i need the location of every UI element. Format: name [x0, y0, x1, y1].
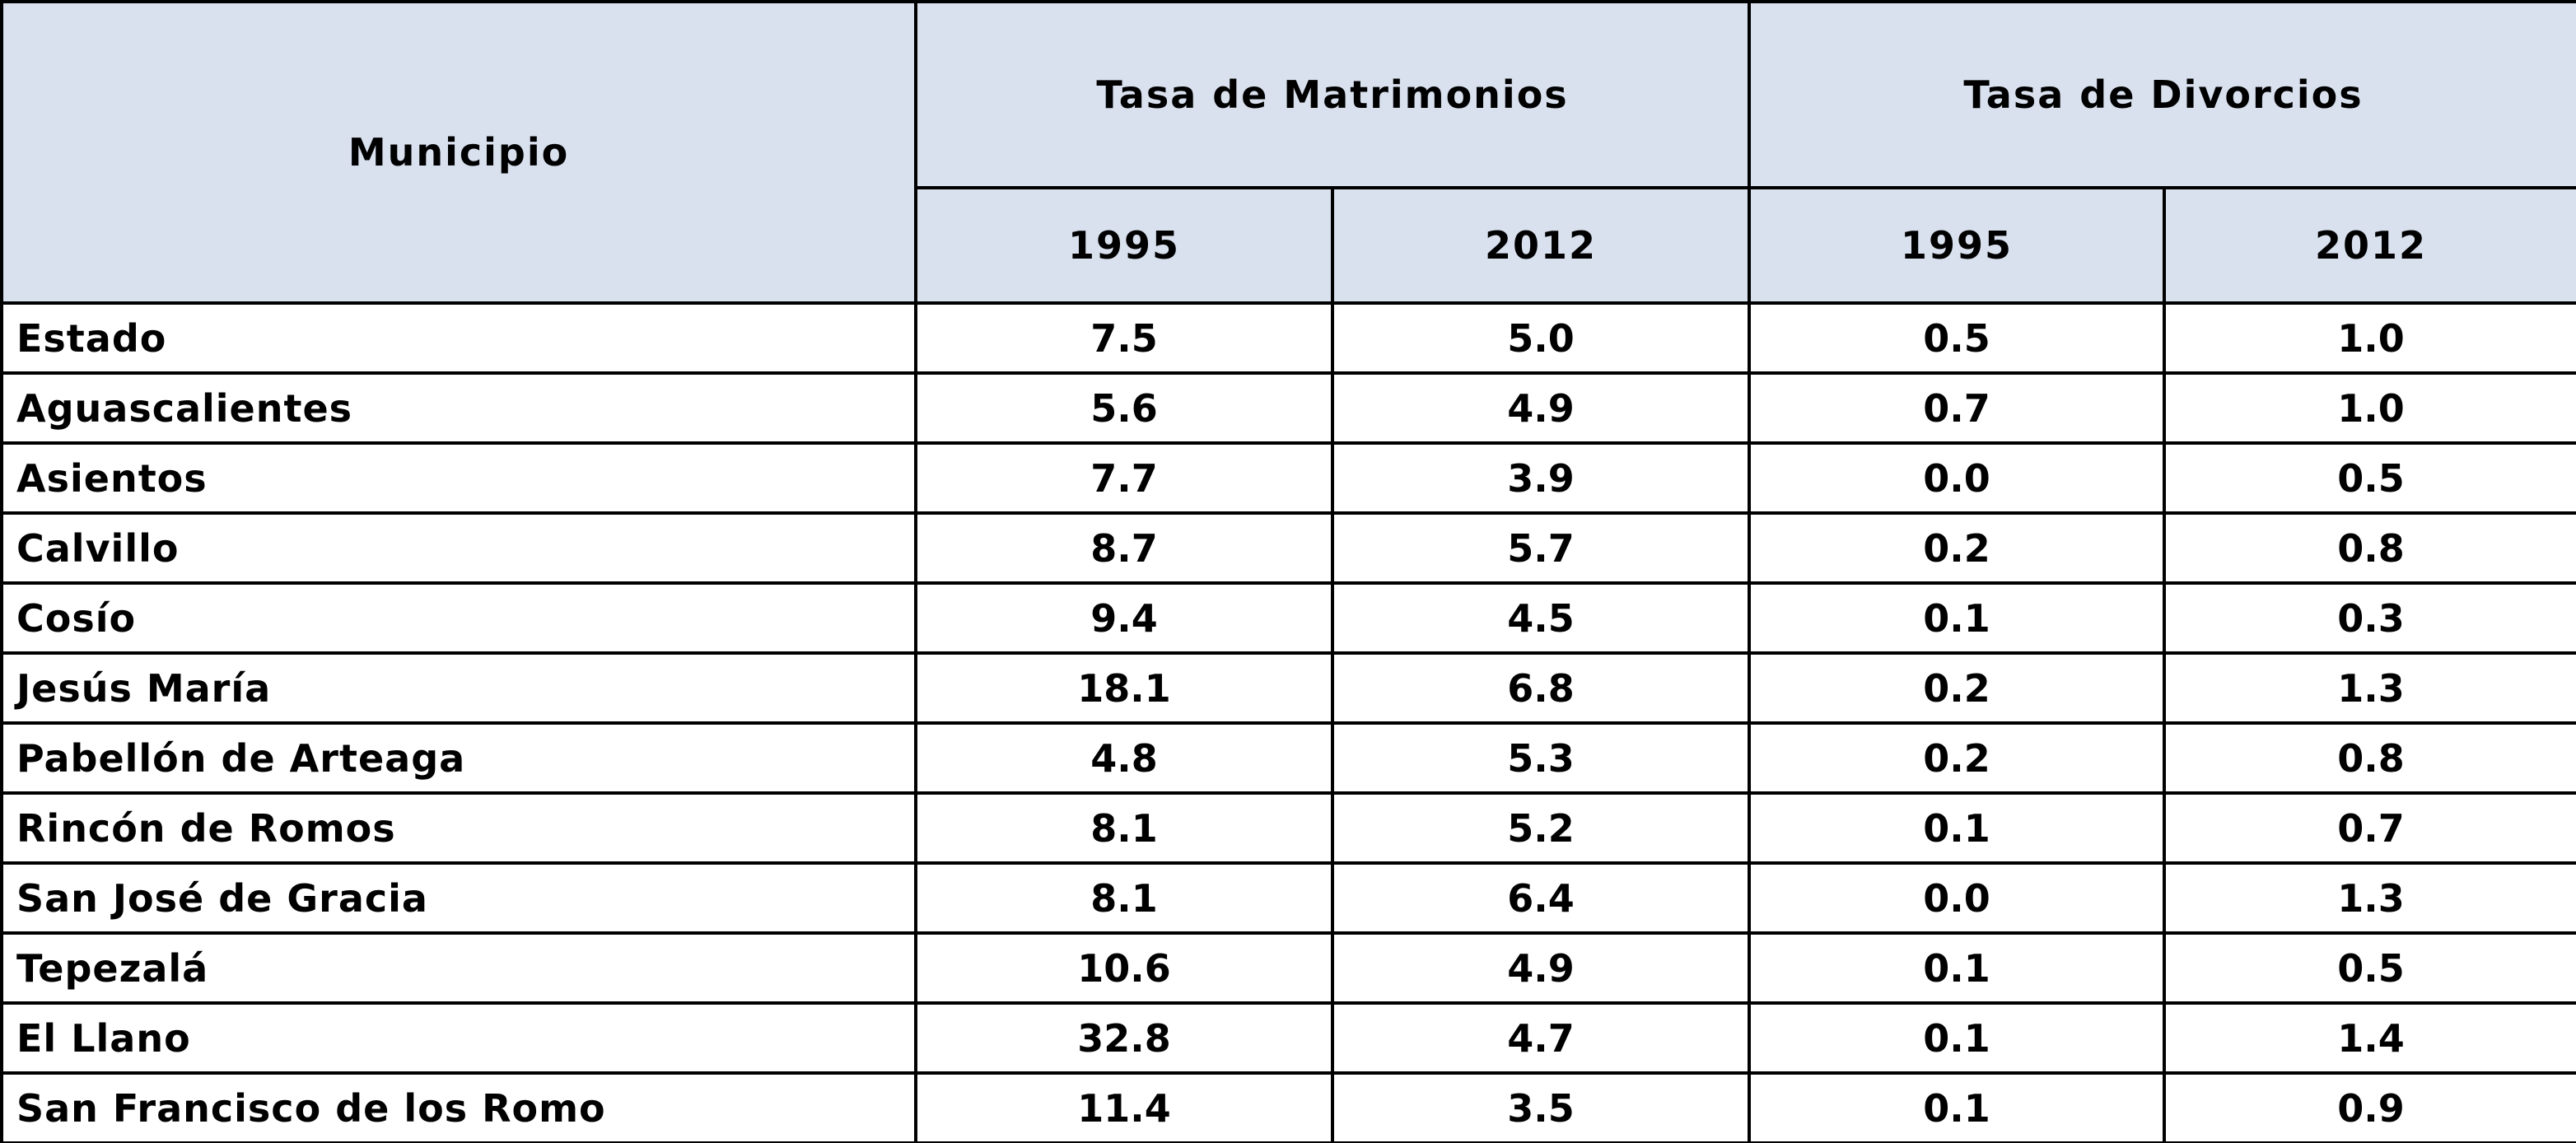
municipio-cell: Cosío	[0, 581, 917, 655]
value-cell: 4.5	[1330, 581, 1752, 655]
value-cell: 1.4	[2163, 1001, 2576, 1075]
value-cell: 4.9	[1330, 931, 1752, 1005]
value-cell: 0.2	[1748, 651, 2167, 725]
value-cell: 0.1	[1748, 791, 2167, 865]
municipio-cell: Rincón de Romos	[0, 791, 917, 865]
table-row: El Llano 32.8 4.7 0.1 1.4	[0, 1001, 2576, 1075]
value-cell: 0.1	[1748, 581, 2167, 655]
value-cell: 5.3	[1330, 721, 1752, 795]
year-header: 2012	[1330, 186, 1752, 305]
value-cell: 11.4	[914, 1071, 1334, 1143]
municipio-cell: Asientos	[0, 441, 917, 515]
municipio-cell: Tepezalá	[0, 931, 917, 1005]
value-cell: 1.3	[2163, 651, 2576, 725]
value-cell: 0.2	[1748, 511, 2167, 585]
municipio-cell: El Llano	[0, 1001, 917, 1075]
value-cell: 6.4	[1330, 861, 1752, 935]
table-row: Tepezalá 10.6 4.9 0.1 0.5	[0, 931, 2576, 1005]
year-header: 1995	[1748, 186, 2167, 305]
value-cell: 4.9	[1330, 371, 1752, 445]
table-row: Asientos 7.7 3.9 0.0 0.5	[0, 441, 2576, 515]
table-row: Aguascalientes 5.6 4.9 0.7 1.0	[0, 371, 2576, 445]
value-cell: 5.2	[1330, 791, 1752, 865]
value-cell: 0.5	[2163, 931, 2576, 1005]
value-cell: 1.3	[2163, 861, 2576, 935]
header-cell: Municipio	[0, 0, 917, 305]
municipio-cell: Aguascalientes	[0, 371, 917, 445]
value-cell: 3.9	[1330, 441, 1752, 515]
table-row: Calvillo 8.7 5.7 0.2 0.8	[0, 511, 2576, 585]
municipio-cell: Pabellón de Arteaga	[0, 721, 917, 795]
value-cell: 8.1	[914, 791, 1334, 865]
value-cell: 0.2	[1748, 721, 2167, 795]
table-row: San José de Gracia 8.1 6.4 0.0 1.3	[0, 861, 2576, 935]
value-cell: 0.1	[1748, 1071, 2167, 1143]
value-cell: 0.0	[1748, 441, 2167, 515]
municipio-cell: Calvillo	[0, 511, 917, 585]
value-cell: 7.5	[914, 301, 1334, 375]
value-cell: 5.0	[1330, 301, 1752, 375]
value-cell: 5.7	[1330, 511, 1752, 585]
value-cell: 0.7	[1748, 371, 2167, 445]
value-cell: 3.5	[1330, 1071, 1752, 1143]
value-cell: 32.8	[914, 1001, 1334, 1075]
value-cell: 9.4	[914, 581, 1334, 655]
value-cell: 0.3	[2163, 581, 2576, 655]
value-cell: 0.1	[1748, 1001, 2167, 1075]
year-header: 2012	[2163, 186, 2576, 305]
table-row: Cosío 9.4 4.5 0.1 0.3	[0, 581, 2576, 655]
value-cell: 0.0	[1748, 861, 2167, 935]
value-cell: 1.0	[2163, 371, 2576, 445]
group-header: Tasa de Divorcios	[1748, 0, 2576, 189]
value-cell: 4.7	[1330, 1001, 1752, 1075]
municipio-cell: San Francisco de los Romo	[0, 1071, 917, 1143]
value-cell: 0.1	[1748, 931, 2167, 1005]
value-cell: 10.6	[914, 931, 1334, 1005]
value-cell: 8.7	[914, 511, 1334, 585]
table-row: Rincón de Romos 8.1 5.2 0.1 0.7	[0, 791, 2576, 865]
municipio-cell: Estado	[0, 301, 917, 375]
table-row: Pabellón de Arteaga 4.8 5.3 0.2 0.8	[0, 721, 2576, 795]
value-cell: 0.9	[2163, 1071, 2576, 1143]
value-cell: 5.6	[914, 371, 1334, 445]
value-cell: 7.7	[914, 441, 1334, 515]
table-row: Jesús María 18.1 6.8 0.2 1.3	[0, 651, 2576, 725]
value-cell: 0.5	[1748, 301, 2167, 375]
value-cell: 0.5	[2163, 441, 2576, 515]
value-cell: 8.1	[914, 861, 1334, 935]
municipio-cell: San José de Gracia	[0, 861, 917, 935]
year-header: 1995	[914, 186, 1334, 305]
value-cell: 0.7	[2163, 791, 2576, 865]
value-cell: 0.8	[2163, 721, 2576, 795]
group-header: Tasa de Matrimonios	[913, 0, 1752, 189]
table-row: Estado 7.5 5.0 0.5 1.0	[0, 301, 2576, 375]
municipio-cell: Jesús María	[0, 651, 917, 725]
value-cell: 4.8	[914, 721, 1334, 795]
value-cell: 18.1	[914, 651, 1334, 725]
value-cell: 0.8	[2163, 511, 2576, 585]
value-cell: 6.8	[1330, 651, 1752, 725]
table-row: San Francisco de los Romo 11.4 3.5 0.1 0.9	[0, 1071, 2576, 1143]
value-cell: 1.0	[2163, 301, 2576, 375]
